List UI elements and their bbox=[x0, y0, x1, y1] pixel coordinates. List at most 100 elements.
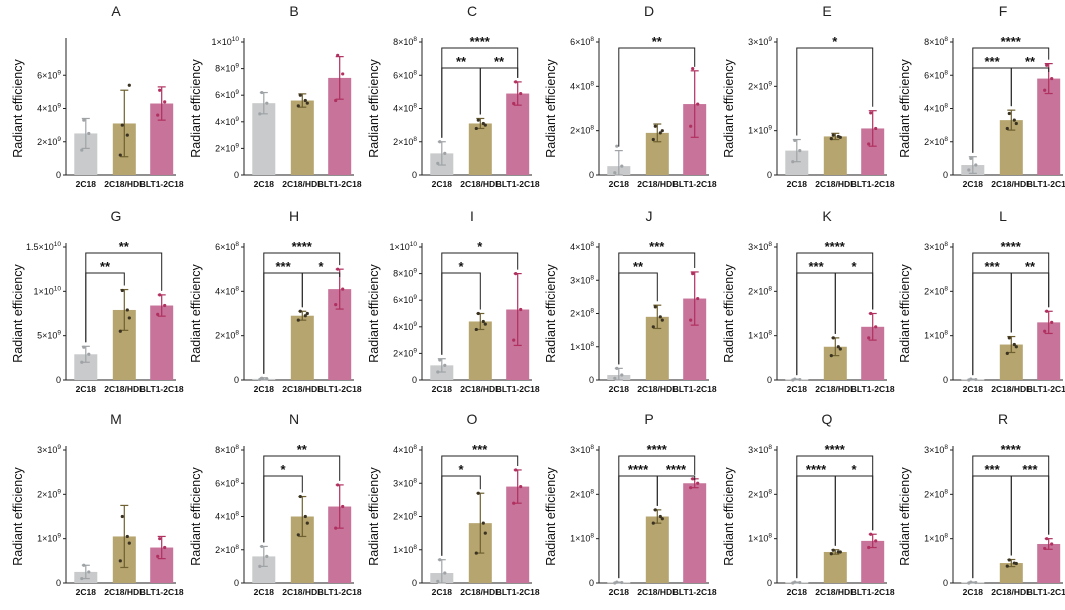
y-tick-label: 4×108 bbox=[393, 103, 417, 114]
significance-label: **** bbox=[825, 239, 846, 254]
bar-blt1-2c18 bbox=[683, 483, 707, 583]
data-point bbox=[127, 541, 131, 545]
data-point bbox=[265, 377, 269, 381]
panel-f: F Radiant efficiency 0 2×108 4×108 6×108 8×108… bbox=[898, 3, 1065, 189]
data-point bbox=[305, 311, 309, 316]
y-tick-label: 4×109 bbox=[215, 116, 239, 127]
y-tick-label: 0 bbox=[943, 170, 948, 180]
panel-d: D Radiant efficiency 0 2×108 4×108 6×108 2C18 2… bbox=[544, 3, 717, 189]
data-point bbox=[869, 532, 873, 536]
data-point bbox=[158, 537, 162, 541]
y-tick-label: 1×109 bbox=[37, 533, 61, 544]
y-tick-label: 0 bbox=[767, 170, 772, 180]
significance-label: * bbox=[318, 259, 324, 274]
y-tick-label: 1×108 bbox=[570, 341, 594, 352]
data-point bbox=[1005, 351, 1009, 355]
category-label: BLT1-2C18 bbox=[673, 587, 717, 597]
y-tick-label: 1×108 bbox=[748, 330, 772, 341]
bar-blt1-2c18 bbox=[506, 93, 530, 175]
significance-label: * bbox=[459, 462, 465, 477]
category-label: 2C18 bbox=[76, 587, 97, 597]
panel-k: K Radiant efficiency 0 1×108 2×108 3×108 2C18 2… bbox=[722, 208, 895, 394]
y-tick-label: 2×108 bbox=[748, 488, 772, 499]
bar-2c18 bbox=[252, 103, 276, 175]
data-point bbox=[1014, 345, 1018, 349]
y-axis-label: Radiant efficiency bbox=[189, 264, 203, 363]
data-point bbox=[443, 363, 447, 367]
y-tick-label: 6×108 bbox=[215, 241, 239, 252]
y-tick-label: 6×108 bbox=[393, 69, 417, 80]
data-point bbox=[303, 514, 307, 519]
significance-label: ** bbox=[100, 259, 111, 274]
significance-label: *** bbox=[275, 259, 291, 274]
y-tick-label: 4×108 bbox=[215, 285, 239, 296]
category-label: 2C18/HDL bbox=[282, 384, 322, 394]
data-point bbox=[829, 354, 833, 358]
data-point bbox=[87, 352, 91, 356]
panel-letter: M bbox=[110, 411, 122, 427]
bar-blt1-2c18 bbox=[328, 506, 352, 583]
data-point bbox=[483, 531, 487, 535]
category-label: 2C18 bbox=[432, 587, 453, 597]
data-point bbox=[1005, 126, 1009, 131]
category-label: BLT1-2C18 bbox=[318, 384, 362, 394]
data-point bbox=[118, 329, 122, 333]
significance-label: *** bbox=[984, 54, 1000, 69]
y-axis-label: Radiant efficiency bbox=[367, 264, 381, 363]
category-label: BLT1-2C18 bbox=[673, 384, 717, 394]
bar-2c18 bbox=[252, 556, 276, 583]
significance-bracket bbox=[479, 67, 519, 115]
data-point bbox=[436, 370, 440, 374]
data-point bbox=[125, 133, 129, 137]
data-point bbox=[696, 296, 700, 301]
bar-2c18-hdl bbox=[645, 132, 669, 175]
category-label: 2C18/HDL bbox=[104, 587, 144, 597]
data-point bbox=[691, 67, 695, 71]
panel-r: R Radiant efficiency 0 1×108 2×108 3×108 2C18 2… bbox=[898, 411, 1065, 597]
y-axis-label: Radiant efficiency bbox=[722, 59, 736, 158]
y-tick-label: 6×108 bbox=[570, 36, 594, 47]
data-point bbox=[838, 550, 842, 554]
data-point bbox=[436, 579, 440, 583]
data-point bbox=[476, 118, 480, 122]
category-label: BLT1-2C18 bbox=[318, 179, 362, 189]
significance-label: *** bbox=[1022, 462, 1038, 477]
data-point bbox=[156, 113, 160, 117]
y-tick-label: 2×109 bbox=[748, 80, 772, 91]
data-point bbox=[696, 481, 700, 485]
bar-2c18-hdl bbox=[290, 315, 314, 380]
y-tick-label: 2×109 bbox=[393, 347, 417, 358]
data-point bbox=[1050, 542, 1054, 546]
bar-2c18-hdl bbox=[468, 321, 492, 380]
y-axis-label: Radiant efficiency bbox=[189, 467, 203, 566]
data-point bbox=[660, 318, 664, 322]
data-point bbox=[296, 318, 300, 322]
bar-2c18-hdl bbox=[290, 516, 314, 583]
category-label: 2C18 bbox=[432, 384, 453, 394]
data-point bbox=[1050, 76, 1054, 81]
data-point bbox=[258, 112, 262, 116]
y-tick-label: 8×109 bbox=[393, 268, 417, 279]
data-point bbox=[1005, 564, 1009, 568]
bar-2c18-hdl bbox=[645, 316, 669, 380]
data-point bbox=[305, 521, 309, 525]
y-tick-label: 2×108 bbox=[393, 136, 417, 147]
y-tick-label: 0 bbox=[589, 375, 594, 385]
data-point bbox=[696, 102, 700, 106]
bar-2c18-hdl bbox=[999, 344, 1023, 380]
panel-i: I Radiant efficiency 0 2×109 4×109 6×109 8×109… bbox=[367, 208, 540, 394]
data-point bbox=[258, 564, 262, 568]
data-point bbox=[265, 554, 269, 558]
significance-label: **** bbox=[1001, 239, 1022, 254]
y-tick-label: 2×108 bbox=[924, 285, 948, 296]
data-point bbox=[436, 161, 440, 165]
bar-blt1-2c18 bbox=[683, 298, 707, 380]
data-point bbox=[651, 137, 655, 142]
bar-blt1-2c18 bbox=[1037, 322, 1061, 380]
significance-label: * bbox=[459, 259, 465, 274]
bar-blt1-2c18 bbox=[328, 77, 352, 175]
y-axis-label: Radiant efficiency bbox=[11, 264, 25, 363]
y-axis-label: Radiant efficiency bbox=[898, 59, 912, 158]
bar-2c18-hdl bbox=[468, 123, 492, 175]
y-tick-label: 0 bbox=[943, 578, 948, 588]
